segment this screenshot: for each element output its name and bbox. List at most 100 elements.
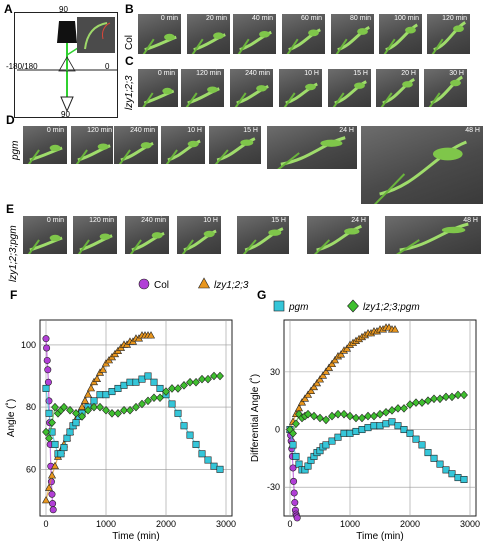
seedling-icon bbox=[313, 224, 362, 254]
data-point-diamond bbox=[192, 377, 200, 387]
data-point-square bbox=[424, 449, 432, 457]
panel-label-f: F bbox=[10, 288, 18, 302]
data-point-square bbox=[322, 441, 330, 449]
data-point-circle bbox=[290, 477, 298, 485]
data-point-square bbox=[156, 384, 164, 392]
data-point-triangle bbox=[342, 344, 352, 352]
data-point-triangle bbox=[312, 378, 322, 387]
photo-d-1: 0 min bbox=[22, 125, 68, 165]
photo-d-5: 15 H bbox=[208, 125, 262, 165]
chart-differential-angle: 0 1000 2000 3000 -30 0 30 Time (min) Differentia… bbox=[249, 319, 480, 542]
data-point-square bbox=[448, 470, 456, 478]
data-point-circle bbox=[293, 514, 301, 522]
data-point-diamond bbox=[304, 409, 312, 419]
data-point-triangle bbox=[44, 483, 54, 491]
data-point-diamond bbox=[168, 384, 176, 393]
data-point-diamond bbox=[114, 409, 122, 418]
time-label: 15 H bbox=[353, 70, 368, 77]
data-point-diamond bbox=[120, 405, 128, 415]
plot-frame bbox=[283, 319, 477, 517]
data-point-diamond bbox=[310, 411, 318, 421]
data-point-diamond bbox=[186, 377, 194, 387]
time-label: 120 min bbox=[87, 127, 112, 134]
seedling-icon bbox=[286, 28, 321, 54]
data-point-triangle bbox=[92, 374, 102, 382]
data-point-square bbox=[370, 422, 378, 430]
data-point-circle bbox=[43, 356, 51, 364]
data-point-diamond bbox=[352, 413, 360, 423]
photo-c-4: 10 H bbox=[278, 68, 323, 108]
photo-d-6: 24 H bbox=[266, 125, 358, 170]
seedling-icon bbox=[77, 233, 113, 254]
data-point-square bbox=[328, 437, 336, 445]
panel-label-e: E bbox=[6, 202, 15, 216]
photo-c-2: 120 min bbox=[180, 68, 225, 108]
data-point-diamond bbox=[424, 396, 432, 405]
x-tick-label: 0 bbox=[287, 519, 292, 529]
data-point-triangle bbox=[83, 390, 93, 398]
legend-marker-col bbox=[138, 278, 150, 290]
panel-label-b: B bbox=[125, 2, 134, 16]
time-label: 120 min bbox=[442, 15, 467, 22]
seedling-icon bbox=[75, 143, 111, 164]
data-point-square bbox=[388, 418, 396, 426]
data-point-square bbox=[394, 422, 402, 430]
x-tick-label: 1000 bbox=[96, 519, 116, 529]
y-axis-label: Differential Angle (˚) bbox=[249, 374, 261, 462]
data-point-square bbox=[210, 462, 218, 470]
data-point-diamond bbox=[162, 387, 170, 396]
data-point-square bbox=[96, 391, 104, 399]
seedling-icon bbox=[214, 137, 256, 164]
seedling-icon bbox=[181, 229, 217, 254]
data-point-square bbox=[334, 433, 342, 441]
time-label: 120 min bbox=[89, 217, 114, 224]
y-axis-label: Angle (˚) bbox=[5, 399, 17, 437]
x-tick-label: 1000 bbox=[340, 519, 360, 529]
seedling-icon bbox=[237, 30, 272, 54]
y-tick-label: 0 bbox=[275, 425, 280, 435]
data-point-diamond bbox=[72, 409, 80, 418]
photo-b-3: 40 min bbox=[232, 13, 277, 55]
angle-label-bottom: 90 bbox=[61, 110, 70, 119]
data-point-triangle bbox=[300, 394, 310, 402]
data-point-square bbox=[382, 420, 390, 428]
data-point-diamond bbox=[45, 433, 53, 443]
data-point-diamond bbox=[394, 404, 402, 413]
panel-label-g: G bbox=[257, 288, 267, 302]
x-tick-label: 2000 bbox=[400, 519, 420, 529]
data-point-square bbox=[204, 456, 212, 464]
panel-label-d: D bbox=[6, 113, 15, 127]
x-axis-label: Time (min) bbox=[112, 531, 159, 542]
data-point-circle bbox=[44, 378, 52, 386]
data-point-square bbox=[412, 435, 420, 443]
photo-e-3: 240 min bbox=[124, 215, 170, 255]
data-point-square bbox=[192, 440, 200, 448]
genotype-label-lzy: lzy1;2;3 bbox=[124, 75, 135, 110]
data-point-diamond bbox=[454, 390, 462, 400]
data-point-square bbox=[66, 428, 74, 436]
data-point-square bbox=[292, 452, 300, 460]
time-label: 24 H bbox=[339, 127, 354, 134]
data-point-triangle bbox=[309, 382, 319, 391]
data-point-diamond bbox=[210, 371, 218, 381]
angle-label-right: 0 bbox=[105, 62, 110, 71]
seedling-icon bbox=[142, 33, 177, 54]
data-point-diamond bbox=[102, 405, 110, 415]
photo-e-5: 15 H bbox=[236, 215, 290, 255]
data-point-diamond bbox=[198, 374, 206, 384]
data-point-diamond bbox=[204, 374, 212, 384]
seedling-icon bbox=[332, 80, 367, 107]
data-point-square bbox=[102, 391, 110, 399]
photo-b-1: 0 min bbox=[137, 13, 182, 55]
time-label: 20 H bbox=[401, 70, 416, 77]
data-point-diamond bbox=[150, 393, 158, 403]
photo-b-7: 120 min bbox=[426, 13, 471, 55]
x-tick-label: 3000 bbox=[460, 519, 480, 529]
data-point-triangle bbox=[330, 355, 340, 364]
data-point-square bbox=[442, 466, 450, 474]
data-point-square bbox=[304, 462, 312, 470]
data-point-circle bbox=[44, 366, 52, 374]
time-label: 10 H bbox=[187, 127, 202, 134]
photo-b-6: 100 min bbox=[378, 13, 423, 55]
data-point-triangle bbox=[47, 471, 57, 479]
